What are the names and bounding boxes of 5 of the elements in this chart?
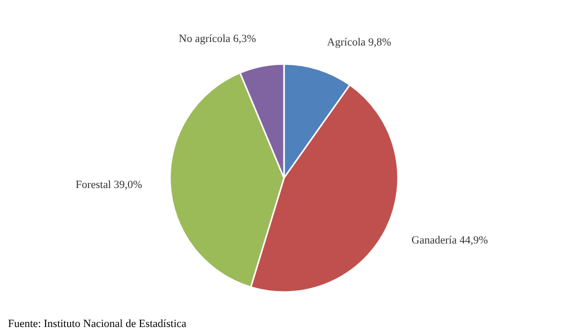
slice-label: Forestal 39,0%	[76, 179, 142, 192]
slice-label: Agrícola 9,8%	[327, 36, 392, 49]
slice-label: No agrícola 6,3%	[178, 32, 256, 45]
source-note: Fuente: Instituto Nacional de Estadística	[8, 318, 187, 330]
slice-label: Ganadería 44,9%	[412, 234, 488, 246]
